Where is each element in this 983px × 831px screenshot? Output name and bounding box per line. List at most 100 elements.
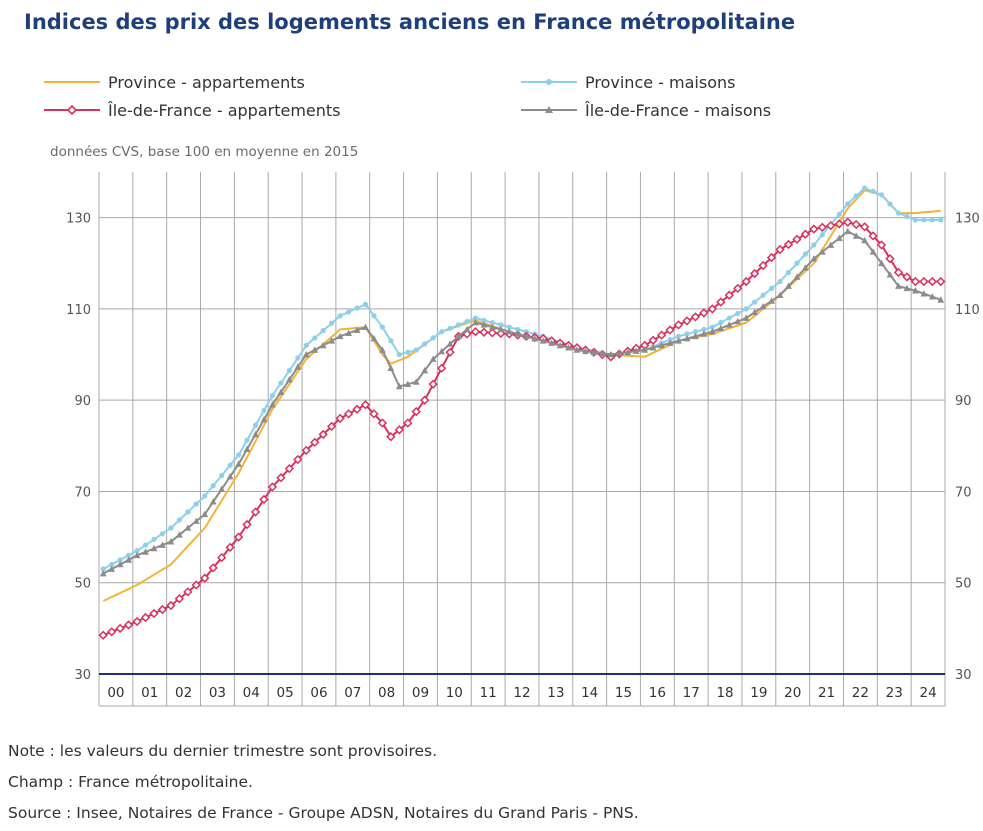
legend-province-maisons[interactable]: Province - maisons [521, 71, 735, 93]
data-point-marker [859, 222, 870, 232]
data-point-marker [497, 325, 505, 333]
data-point-marker [166, 600, 176, 611]
data-point-marker [792, 234, 802, 244]
x-tick-label: 02 [175, 685, 192, 701]
data-point-marker [886, 271, 894, 278]
data-point-marker [140, 612, 151, 623]
data-point-marker [184, 524, 192, 531]
x-tick-label: 21 [818, 685, 835, 701]
data-point-marker [548, 339, 556, 346]
data-point-marker [252, 430, 259, 438]
data-point-marker [893, 267, 904, 278]
y-tick-label-right: 110 [955, 303, 980, 318]
data-point-marker [682, 316, 692, 326]
data-point-marker [870, 188, 876, 194]
data-point-marker [117, 557, 123, 563]
legend-label: Province - maisons [585, 72, 736, 92]
data-point-marker [386, 432, 396, 442]
data-point-marker [700, 330, 708, 337]
data-point-marker [887, 201, 893, 207]
data-point-marker [734, 317, 742, 325]
data-point-marker [514, 330, 522, 337]
data-point-marker [167, 538, 175, 545]
data-point-marker [379, 324, 386, 330]
data-point-marker [868, 231, 878, 241]
x-tick-label: 07 [344, 685, 361, 701]
data-point-marker [726, 315, 732, 321]
data-point-marker [590, 348, 598, 356]
series-line [102, 189, 941, 602]
legend-idf-maisons[interactable]: Île-de-France - maisons [521, 99, 771, 121]
data-point-marker [819, 232, 825, 238]
data-point-marker [208, 563, 218, 573]
data-point-marker [295, 355, 301, 361]
data-point-marker [235, 452, 242, 458]
data-point-marker [852, 232, 860, 239]
data-point-marker [861, 236, 869, 244]
data-point-marker [261, 407, 267, 414]
data-point-marker [938, 217, 944, 223]
y-tick-label-left: 130 [66, 212, 91, 227]
data-point-marker [259, 494, 269, 505]
data-point-marker [895, 210, 902, 216]
data-point-marker [352, 404, 362, 414]
data-point-marker [725, 321, 733, 328]
data-point-marker [447, 325, 453, 331]
legend-idf-appartements[interactable]: Île-de-France - appartements [44, 99, 341, 121]
x-tick-label: 23 [886, 685, 903, 701]
data-point-marker [724, 290, 734, 300]
data-point-marker [768, 297, 775, 304]
legend-province-appartements[interactable]: Province - appartements [44, 71, 305, 93]
legend-label: Province - appartements [108, 72, 305, 92]
data-point-marker [759, 303, 767, 310]
data-point-marker [802, 251, 809, 257]
data-point-marker [783, 239, 794, 250]
data-point-marker [396, 351, 402, 358]
data-point-marker [242, 519, 252, 530]
data-point-marker [853, 193, 859, 199]
data-point-marker [903, 284, 911, 292]
x-tick-label: 06 [310, 685, 327, 701]
data-point-marker [413, 347, 419, 353]
data-point-marker [244, 437, 250, 443]
series-line [102, 221, 941, 637]
data-point-marker [193, 501, 199, 507]
x-tick-label: 09 [412, 685, 429, 701]
x-tick-label: 08 [378, 685, 395, 701]
data-point-marker [480, 321, 488, 328]
data-point-marker [690, 312, 701, 322]
data-point-marker [269, 393, 276, 399]
data-point-marker [210, 483, 216, 489]
data-point-marker [107, 627, 117, 637]
data-point-marker [656, 330, 667, 340]
data-point-marker [709, 324, 715, 330]
data-point-marker [209, 498, 217, 505]
data-point-marker [252, 422, 259, 428]
data-point-marker [336, 332, 344, 340]
data-point-marker [159, 531, 166, 537]
data-point-marker [151, 536, 157, 542]
data-point-marker [927, 276, 937, 287]
data-point-marker [624, 348, 632, 356]
data-point-marker [928, 293, 936, 300]
data-point-marker [328, 337, 336, 344]
data-point-marker [286, 367, 292, 374]
data-point-marker [108, 565, 116, 572]
data-point-marker [470, 327, 481, 337]
data-point-marker [733, 283, 743, 294]
data-point-marker [692, 329, 699, 335]
data-point-marker [371, 313, 377, 319]
data-point-marker [404, 380, 412, 388]
data-point-marker [929, 217, 935, 223]
data-point-marker [735, 310, 741, 317]
data-point-marker [276, 473, 286, 483]
data-point-marker [640, 340, 650, 351]
data-point-marker [192, 517, 200, 524]
series-line [102, 230, 942, 575]
x-tick-label: 13 [547, 685, 564, 701]
data-point-marker [277, 388, 285, 395]
data-point-marker [302, 350, 310, 358]
data-point-marker [760, 292, 766, 298]
data-point-marker [904, 213, 910, 220]
data-point-marker [293, 454, 303, 465]
